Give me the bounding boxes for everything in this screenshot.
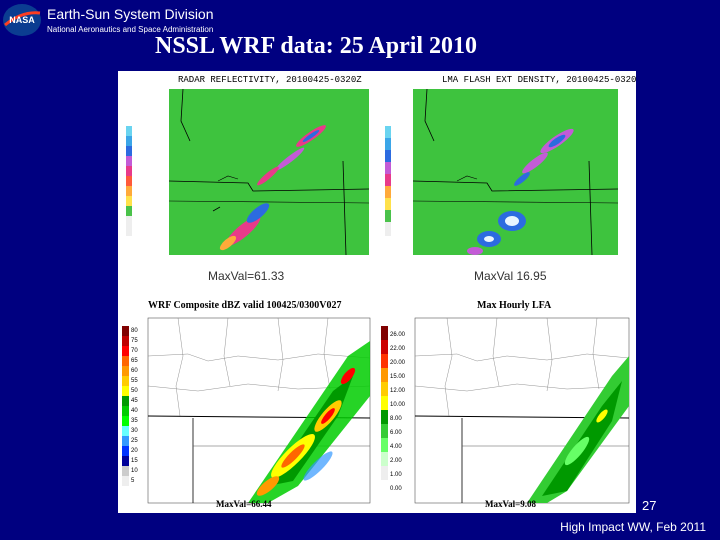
max-hourly-lfa-panel: Max Hourly LFA <box>377 296 636 513</box>
legend-label: 75 <box>131 338 138 344</box>
legend-label: 22.00 <box>390 346 406 352</box>
lfa-legend: 26.00 22.00 20.00 15.00 12.00 10.00 8.00… <box>390 328 405 496</box>
wrf-maxval: MaxVal=66.44 <box>216 499 272 509</box>
legend-label: 20 <box>131 448 138 454</box>
lma-maxval: MaxVal 16.95 <box>474 269 547 283</box>
legend-label: 10 <box>131 468 138 474</box>
legend-label: 15.00 <box>390 374 406 380</box>
lfa-map <box>381 317 630 504</box>
legend-label: 8.00 <box>390 416 402 422</box>
footer-text: High Impact WW, Feb 2011 <box>560 520 706 534</box>
logo-text: NASA <box>9 15 35 25</box>
org-subtitle: National Aeronautics and Space Administr… <box>47 25 214 34</box>
legend-label: 80 <box>131 328 138 334</box>
legend-label: 65 <box>131 358 138 364</box>
nasa-logo: NASA <box>3 4 41 36</box>
radar-reflectivity-panel: RADAR REFLECTIVITY, 20100425-0320Z <box>118 71 377 296</box>
legend-label: 25 <box>131 438 138 444</box>
lma-flash-density-panel: LMA FLASH EXT DENSITY, 20100425-0320Z <box>377 71 636 296</box>
panel-title: RADAR REFLECTIVITY, 20100425-0320Z <box>178 75 362 85</box>
legend-label: 45 <box>131 398 138 404</box>
legend-label: 12.00 <box>390 388 406 394</box>
legend-label: 1.00 <box>390 472 402 478</box>
legend-label: 55 <box>131 378 138 384</box>
legend-label: 35 <box>131 418 138 424</box>
legend-label: 40 <box>131 408 138 414</box>
legend-label: 0.00 <box>390 486 402 492</box>
legend-label: 5 <box>131 478 135 484</box>
legend-label: 2.00 <box>390 458 402 464</box>
slide-title: NSSL WRF data: 25 April 2010 <box>155 33 478 59</box>
legend-label: 50 <box>131 388 138 394</box>
legend-label: 4.00 <box>390 444 402 450</box>
legend-label: 20.00 <box>390 360 406 366</box>
figure-panel: RADAR REFLECTIVITY, 20100425-0320Z <box>118 71 636 513</box>
legend-label: 15 <box>131 458 138 464</box>
legend-label: 6.00 <box>390 430 402 436</box>
wrf-composite-dbz-panel: WRF Composite dBZ valid 100425/0300V027 <box>118 296 377 513</box>
legend-label: 60 <box>131 368 138 374</box>
radar-maxval: MaxVal=61.33 <box>208 269 285 283</box>
dbz-legend: 80 75 70 65 60 55 50 45 40 35 30 25 20 1… <box>131 326 138 486</box>
page-number: 27 <box>642 498 657 513</box>
lfa-maxval: MaxVal=9.08 <box>485 499 537 509</box>
wrf-composite-map <box>122 317 371 504</box>
lma-flash-density-map <box>385 88 619 256</box>
panel-title: WRF Composite dBZ valid 100425/0300V027 <box>148 300 342 311</box>
panel-title: LMA FLASH EXT DENSITY, 20100425-0320Z <box>442 75 636 85</box>
legend-label: 10.00 <box>390 402 406 408</box>
panel-title: Max Hourly LFA <box>477 300 552 311</box>
radar-reflectivity-map <box>126 88 370 256</box>
org-title: Earth-Sun System Division <box>47 6 214 22</box>
legend-label: 30 <box>131 428 138 434</box>
legend-label: 26.00 <box>390 332 406 338</box>
legend-label: 70 <box>131 348 138 354</box>
